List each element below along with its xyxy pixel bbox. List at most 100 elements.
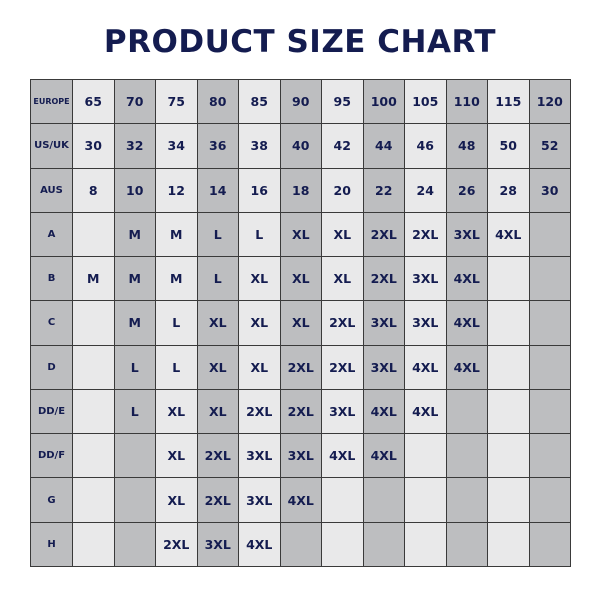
table-cell: XL <box>238 300 281 346</box>
table-cell <box>72 477 115 523</box>
table-cell: 38 <box>238 123 281 169</box>
table-cell: 4XL <box>404 388 447 435</box>
table-cell: 48 <box>445 123 488 169</box>
table-cell: 18 <box>279 167 322 213</box>
table-cell: 2XL <box>404 211 447 258</box>
table-cell: XL <box>279 256 322 302</box>
table-cell: 3XL <box>362 344 405 390</box>
table-cell: L <box>196 256 239 302</box>
size-table: EUROPE 65 70 75 80 85 90 95 100 105 110 115 120 US/UK… <box>30 78 571 568</box>
table-cell <box>445 477 488 523</box>
table-cell: 42 <box>321 123 364 169</box>
table-cell <box>528 388 571 435</box>
table-cell: 4XL <box>487 211 530 258</box>
table-cell <box>362 521 405 568</box>
table-cell <box>528 300 571 346</box>
table-cell: 4XL <box>362 433 405 479</box>
table-cell: 110 <box>445 78 488 125</box>
table-cell: 3XL <box>321 388 364 435</box>
table-cell <box>362 477 405 523</box>
table-cell: M <box>113 300 156 346</box>
table-cell: 70 <box>113 78 156 125</box>
table-cell: 3XL <box>362 300 405 346</box>
table-cell: M <box>72 256 115 302</box>
table-cell <box>404 433 447 479</box>
table-cell: 2XL <box>196 477 239 523</box>
table-row: B M M M L XL XL XL 2XL 3XL 4XL <box>30 256 571 302</box>
table-cell: XL <box>196 300 239 346</box>
table-cell <box>445 521 488 568</box>
table-cell <box>487 256 530 302</box>
table-cell <box>445 388 488 435</box>
table-cell: 75 <box>155 78 198 125</box>
table-cell: 14 <box>196 167 239 213</box>
table-cell: 105 <box>404 78 447 125</box>
table-cell: 120 <box>528 78 571 125</box>
table-cell <box>72 388 115 435</box>
table-cell: 4XL <box>404 344 447 390</box>
table-cell: XL <box>155 477 198 523</box>
table-cell: 26 <box>445 167 488 213</box>
table-cell: 2XL <box>321 300 364 346</box>
table-cell <box>404 477 447 523</box>
table-cell: 4XL <box>445 300 488 346</box>
table-cell: M <box>155 256 198 302</box>
row-label: EUROPE <box>30 78 73 125</box>
row-label: US/UK <box>30 123 73 169</box>
table-cell: 20 <box>321 167 364 213</box>
table-cell: L <box>238 211 281 258</box>
table-cell: XL <box>321 256 364 302</box>
table-cell: XL <box>196 388 239 435</box>
table-cell: 3XL <box>445 211 488 258</box>
table-cell: 22 <box>362 167 405 213</box>
table-cell: 10 <box>113 167 156 213</box>
table-cell: 2XL <box>362 256 405 302</box>
table-cell: 3XL <box>238 477 281 523</box>
table-row: AUS 8 10 12 14 16 18 20 22 24 26 28 30 <box>30 167 571 213</box>
table-row: G XL 2XL 3XL 4XL <box>30 477 571 523</box>
row-label: B <box>30 256 73 302</box>
table-cell: 12 <box>155 167 198 213</box>
table-row: A M M L L XL XL 2XL 2XL 3XL 4XL <box>30 211 571 258</box>
row-label: H <box>30 521 73 568</box>
row-label: D <box>30 344 73 390</box>
table-cell: 4XL <box>321 433 364 479</box>
table-cell <box>72 300 115 346</box>
table-cell <box>528 477 571 523</box>
table-cell: 2XL <box>238 388 281 435</box>
table-cell: 24 <box>404 167 447 213</box>
table-cell: M <box>113 256 156 302</box>
table-cell: 3XL <box>238 433 281 479</box>
table-cell: 2XL <box>196 433 239 479</box>
table-cell: L <box>113 344 156 390</box>
table-cell <box>487 300 530 346</box>
table-cell: 34 <box>155 123 198 169</box>
table-cell: XL <box>321 211 364 258</box>
table-cell: 36 <box>196 123 239 169</box>
table-cell <box>113 433 156 479</box>
table-cell: 40 <box>279 123 322 169</box>
table-cell: 4XL <box>362 388 405 435</box>
table-cell <box>528 211 571 258</box>
table-cell: 80 <box>196 78 239 125</box>
table-cell: 115 <box>487 78 530 125</box>
table-cell: 50 <box>487 123 530 169</box>
table-cell <box>528 521 571 568</box>
table-cell <box>487 433 530 479</box>
row-label: A <box>30 211 73 258</box>
table-cell: M <box>155 211 198 258</box>
row-label: AUS <box>30 167 73 213</box>
table-cell: 44 <box>362 123 405 169</box>
row-label: C <box>30 300 73 346</box>
table-cell: XL <box>196 344 239 390</box>
table-row: DD/E L XL XL 2XL 2XL 3XL 4XL 4XL <box>30 388 571 435</box>
table-cell <box>113 477 156 523</box>
table-row: US/UK 30 32 34 36 38 40 42 44 46 48 50 52 <box>30 123 571 169</box>
table-cell: XL <box>155 433 198 479</box>
table-cell: 4XL <box>445 256 488 302</box>
table-cell <box>528 344 571 390</box>
table-cell: L <box>113 388 156 435</box>
table-cell: 100 <box>362 78 405 125</box>
table-row: D L L XL XL 2XL 2XL 3XL 4XL 4XL <box>30 344 571 390</box>
table-cell <box>487 344 530 390</box>
